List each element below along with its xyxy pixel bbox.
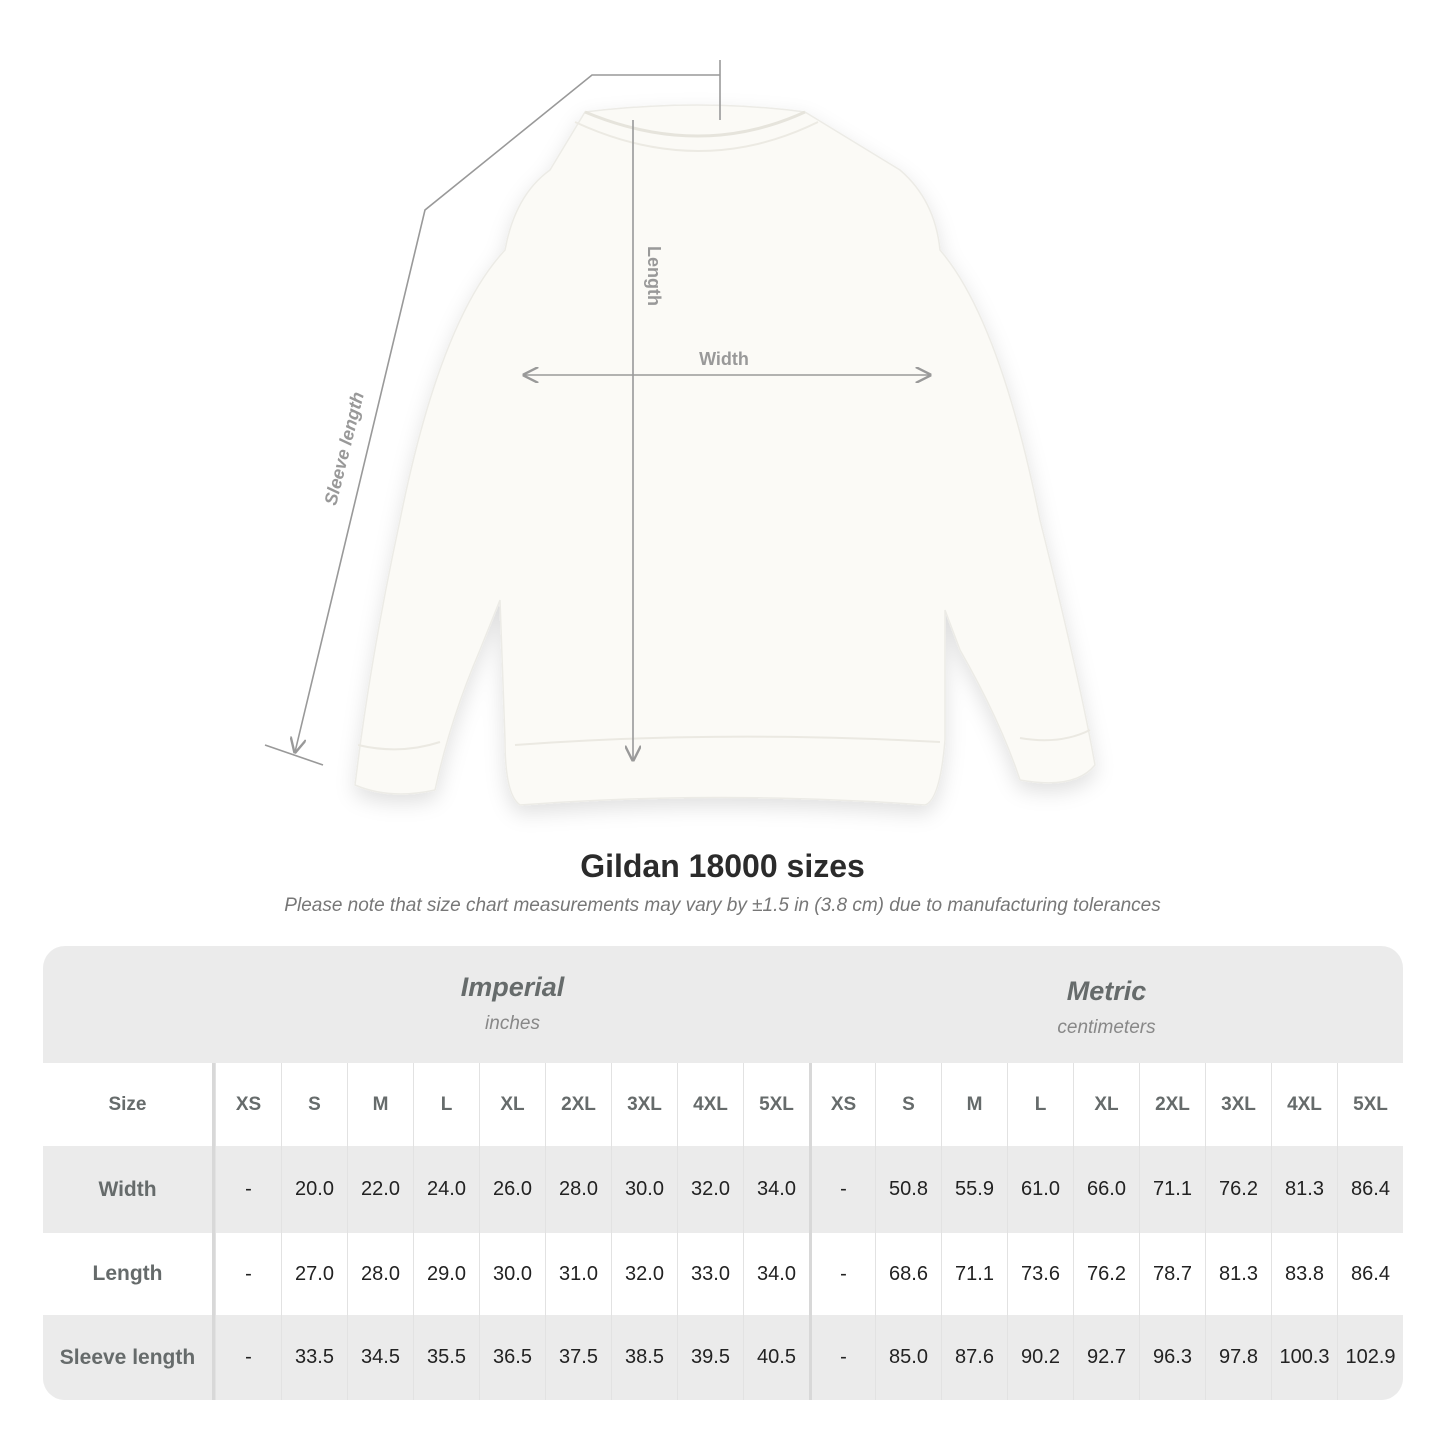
imperial-value: 30.0 (479, 1233, 545, 1315)
imperial-value: 38.5 (611, 1315, 677, 1400)
imperial-value: 34.5 (347, 1315, 413, 1400)
imperial-value: 36.5 (479, 1315, 545, 1400)
metric-header: Metric centimeters (810, 950, 1403, 1067)
metric-unit: centimeters (1057, 1017, 1156, 1038)
metric-size-5XL: 5XL (1337, 1063, 1403, 1146)
imperial-value: 32.0 (677, 1146, 743, 1233)
metric-value: 76.2 (1205, 1146, 1271, 1233)
imperial-value: 24.0 (413, 1146, 479, 1233)
imperial-value: 34.0 (743, 1146, 809, 1233)
imperial-value: 33.5 (281, 1315, 347, 1400)
size-label: Size (43, 1063, 215, 1146)
imperial-size-XS: XS (215, 1063, 281, 1146)
imperial-size-5XL: 5XL (743, 1063, 809, 1146)
row-label: Width (43, 1146, 215, 1233)
metric-value: 87.6 (941, 1315, 1007, 1400)
metric-size-M: M (941, 1063, 1007, 1146)
metric-size-XS: XS (809, 1063, 875, 1146)
sleeve-length-label: Sleeve length (320, 390, 367, 507)
length-label: Length (644, 246, 664, 306)
metric-value: 68.6 (875, 1233, 941, 1315)
imperial-value: 22.0 (347, 1146, 413, 1233)
metric-value: 100.3 (1271, 1315, 1337, 1400)
imperial-value: 26.0 (479, 1146, 545, 1233)
imperial-value: 27.0 (281, 1233, 347, 1315)
metric-value: 86.4 (1337, 1233, 1403, 1315)
imperial-value: 20.0 (281, 1146, 347, 1233)
imperial-size-M: M (347, 1063, 413, 1146)
imperial-value: 34.0 (743, 1233, 809, 1315)
tolerance-note: Please note that size chart measurements… (284, 895, 1161, 916)
imperial-value: - (215, 1146, 281, 1233)
metric-value: 92.7 (1073, 1315, 1139, 1400)
page-title: Gildan 18000 sizes (580, 848, 865, 884)
sweatshirt-measurement-diagram: Length Width Sleeve length (264, 60, 1096, 806)
metric-value: 78.7 (1139, 1233, 1205, 1315)
imperial-size-XL: XL (479, 1063, 545, 1146)
row-label: Sleeve length (43, 1315, 215, 1400)
imperial-size-3XL: 3XL (611, 1063, 677, 1146)
table-row-length: Length -27.0 28.0 29.0 30.0 31.0 32.0 33.0 34.0-… (43, 1233, 1403, 1315)
imperial-value: 40.5 (743, 1315, 809, 1400)
metric-value: 50.8 (875, 1146, 941, 1233)
table-row-sleeve-length: Sleeve length -33.5 34.5 35.5 36.5 37.5 38.5 39… (43, 1315, 1403, 1400)
metric-size-L: L (1007, 1063, 1073, 1146)
metric-label: Metric (1066, 976, 1147, 1006)
metric-value: 61.0 (1007, 1146, 1073, 1233)
metric-value: 73.6 (1007, 1233, 1073, 1315)
imperial-value: 30.0 (611, 1146, 677, 1233)
metric-size-S: S (875, 1063, 941, 1146)
imperial-size-2XL: 2XL (545, 1063, 611, 1146)
sweatshirt-image (354, 104, 1096, 806)
size-header-row: Size XS S M L XL 2XL 3XL 4XL 5XL XS S M L XL 2XL 3XL 4XL 5… (43, 1063, 1403, 1146)
metric-value: - (809, 1315, 875, 1400)
metric-value: 55.9 (941, 1146, 1007, 1233)
metric-value: 66.0 (1073, 1146, 1139, 1233)
imperial-header: Imperial inches (215, 946, 810, 1063)
imperial-value: 31.0 (545, 1233, 611, 1315)
metric-value: 81.3 (1205, 1233, 1271, 1315)
imperial-value: 28.0 (347, 1233, 413, 1315)
imperial-size-4XL: 4XL (677, 1063, 743, 1146)
sleeve-length-line (295, 74, 720, 752)
imperial-value: 33.0 (677, 1233, 743, 1315)
row-label: Length (43, 1233, 215, 1315)
metric-value: 71.1 (941, 1233, 1007, 1315)
size-table: Imperial inches Metric centimeters Size X… (43, 946, 1403, 1400)
imperial-label: Imperial (460, 972, 565, 1002)
metric-value: 81.3 (1271, 1146, 1337, 1233)
metric-value: 83.8 (1271, 1233, 1337, 1315)
metric-value: 86.4 (1337, 1146, 1403, 1233)
metric-value: 90.2 (1007, 1315, 1073, 1400)
metric-size-2XL: 2XL (1139, 1063, 1205, 1146)
imperial-value: 28.0 (545, 1146, 611, 1233)
imperial-value: 29.0 (413, 1233, 479, 1315)
table-row-width: Width -20.0 22.0 24.0 26.0 28.0 30.0 32.0 34.0-5… (43, 1146, 1403, 1233)
metric-value: 76.2 (1073, 1233, 1139, 1315)
imperial-value: 39.5 (677, 1315, 743, 1400)
width-label: Width (699, 349, 749, 369)
metric-size-XL: XL (1073, 1063, 1139, 1146)
metric-value: 71.1 (1139, 1146, 1205, 1233)
metric-value: - (809, 1233, 875, 1315)
measurement-lines (264, 60, 930, 766)
imperial-value: 32.0 (611, 1233, 677, 1315)
metric-value: 97.8 (1205, 1315, 1271, 1400)
metric-value: 85.0 (875, 1315, 941, 1400)
imperial-value: 35.5 (413, 1315, 479, 1400)
metric-size-4XL: 4XL (1271, 1063, 1337, 1146)
imperial-value: - (215, 1315, 281, 1400)
metric-size-3XL: 3XL (1205, 1063, 1271, 1146)
metric-value: - (809, 1146, 875, 1233)
metric-value: 102.9 (1337, 1315, 1403, 1400)
imperial-unit: inches (485, 1013, 540, 1034)
imperial-value: 37.5 (545, 1315, 611, 1400)
imperial-size-S: S (281, 1063, 347, 1146)
metric-value: 96.3 (1139, 1315, 1205, 1400)
imperial-value: - (215, 1233, 281, 1315)
imperial-size-L: L (413, 1063, 479, 1146)
